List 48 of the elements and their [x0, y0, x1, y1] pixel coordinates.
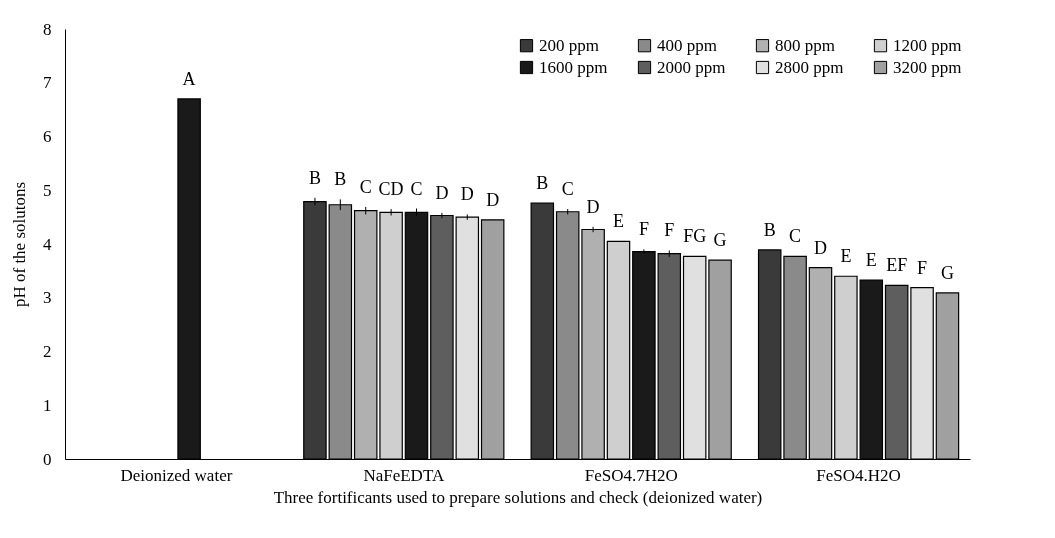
data-label: A — [182, 68, 196, 89]
data-label: D — [460, 184, 474, 205]
y-axis-title: pH of the solutons — [10, 181, 29, 308]
data-label: CD — [378, 179, 404, 200]
data-label: B — [334, 169, 347, 190]
y-tick-label: 2 — [43, 342, 52, 361]
legend-label: 3200 ppm — [893, 57, 962, 77]
data-label: F — [664, 220, 675, 241]
data-label: D — [435, 182, 449, 203]
data-label: D — [586, 196, 600, 217]
data-label: C — [359, 176, 372, 197]
data-label: G — [713, 230, 727, 251]
data-label: EF — [886, 255, 908, 276]
data-label: G — [940, 262, 954, 283]
data-label: FG — [683, 226, 707, 247]
y-tick-label: 5 — [43, 180, 52, 200]
legend-label: 1600 ppm — [539, 57, 608, 77]
legend-label: 1200 ppm — [893, 35, 962, 55]
y-tick-label: 7 — [43, 73, 52, 93]
y-tick-label: 6 — [43, 127, 52, 146]
data-label: C — [561, 179, 574, 200]
legend-label: 2000 ppm — [657, 57, 726, 77]
data-label: F — [917, 257, 928, 278]
data-label: C — [789, 226, 802, 247]
data-label: D — [486, 189, 500, 210]
y-tick-label: 1 — [43, 395, 52, 415]
data-label: E — [865, 250, 877, 271]
data-label: E — [840, 246, 852, 267]
y-tick-label: 4 — [43, 234, 52, 254]
legend-label: 800 ppm — [775, 35, 835, 55]
y-tick-label: 0 — [43, 449, 52, 469]
data-label: B — [763, 219, 776, 240]
legend-label: 400 ppm — [657, 35, 717, 55]
x-tick-label: Deionized water — [120, 465, 233, 485]
y-tick-label: 3 — [43, 288, 52, 308]
data-label: B — [536, 173, 549, 194]
legend-label: 2800 ppm — [775, 57, 844, 77]
x-axis-title: Three fortificants used to prepare solutions and check (deionized water) — [273, 487, 763, 507]
data-label: B — [308, 167, 321, 188]
legend-label: 200 ppm — [539, 35, 599, 55]
data-label: C — [410, 178, 423, 199]
x-tick-label: FeSO4.H2O — [816, 465, 901, 485]
y-tick-label: 8 — [43, 19, 52, 39]
x-tick-label: NaFeEDTA — [363, 465, 445, 485]
data-label: F — [638, 219, 649, 240]
data-label: D — [813, 237, 827, 258]
data-label: E — [613, 211, 624, 232]
x-tick-label: FeSO4.7H2O — [584, 465, 678, 485]
